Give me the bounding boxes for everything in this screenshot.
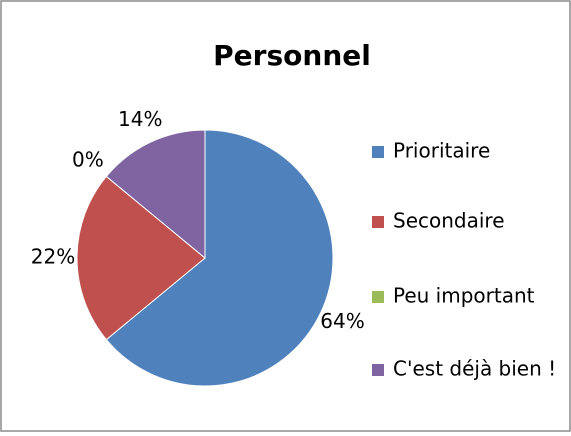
data-label: 64%	[320, 309, 364, 333]
legend-label: C'est déjà bien !	[393, 357, 556, 381]
legend-swatch	[372, 146, 384, 158]
pie-slice	[76, 175, 206, 341]
legend-swatch	[372, 216, 384, 228]
legend-label: Prioritaire	[393, 139, 490, 163]
data-label: 0%	[72, 148, 104, 172]
legend-swatch	[372, 291, 384, 303]
pie-slice	[105, 129, 206, 260]
chart-title: Personnel	[213, 39, 371, 72]
legend-label: Peu important	[393, 284, 535, 308]
legend-swatch	[372, 364, 384, 376]
legend-label: Secondaire	[393, 209, 505, 233]
pie-slice	[105, 129, 334, 387]
data-label: 22%	[31, 245, 75, 269]
data-label: 14%	[118, 107, 162, 131]
